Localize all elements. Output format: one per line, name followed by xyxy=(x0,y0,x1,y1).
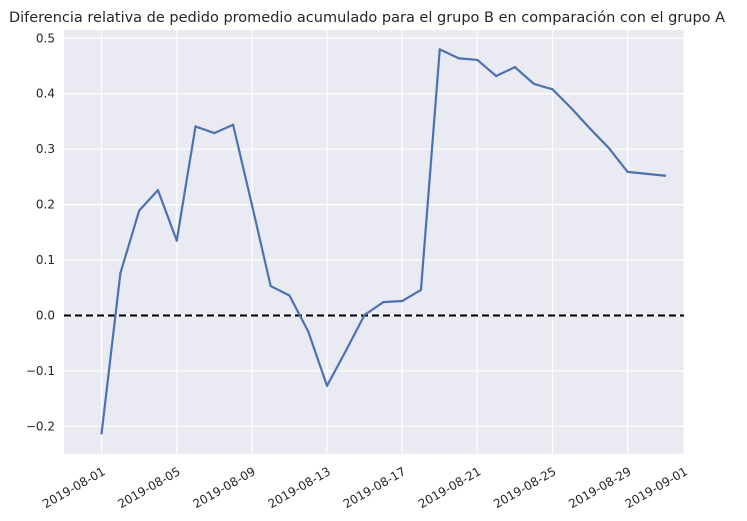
data-point xyxy=(401,299,404,303)
x-tick-label: 2019-08-21 xyxy=(416,464,483,511)
plot-area xyxy=(64,30,684,454)
data-point xyxy=(532,82,535,85)
data-point xyxy=(438,48,441,51)
y-tick-label: 0.0 xyxy=(36,308,55,322)
data-point xyxy=(175,239,178,242)
data-point xyxy=(382,301,385,304)
x-tick-label: 2019-08-29 xyxy=(566,464,633,511)
data-point xyxy=(307,330,310,333)
x-tick-label: 2019-08-09 xyxy=(190,464,257,511)
x-axis-tick-labels: 2019-08-01 2019-08-05 2019-08-09 2019-08-13… xyxy=(40,464,690,511)
series-line xyxy=(100,48,666,434)
data-point xyxy=(626,170,629,173)
series-group xyxy=(100,48,667,435)
data-point xyxy=(213,131,216,135)
x-tick-label: 2019-08-25 xyxy=(491,464,558,511)
y-tick-label: 0.2 xyxy=(36,198,55,212)
data-point xyxy=(607,146,610,150)
x-grid xyxy=(100,30,685,454)
data-point xyxy=(495,74,498,78)
y-tick-label: 0.3 xyxy=(36,142,55,156)
data-point xyxy=(419,288,423,292)
data-point xyxy=(156,189,160,192)
x-tick-label: 2019-08-13 xyxy=(266,464,333,511)
data-point xyxy=(363,313,366,316)
x-tick-label: 2019-08-01 xyxy=(40,464,107,511)
data-point xyxy=(269,284,272,288)
chart-title: Diferencia relativa de pedido promedio a… xyxy=(9,10,725,26)
x-tick-label: 2019-09-01 xyxy=(623,464,690,511)
data-point xyxy=(119,272,122,275)
x-tick-label: 2019-08-05 xyxy=(115,464,182,511)
y-axis-tick-labels: −0.2 −0.1 0.0 0.1 0.2 0.3 0.4 0.5 xyxy=(26,31,55,433)
data-point xyxy=(288,294,291,297)
x-tick-label: 2019-08-17 xyxy=(341,464,408,511)
data-point xyxy=(250,203,253,206)
y-tick-label: 0.5 xyxy=(36,31,55,45)
data-point xyxy=(231,123,235,126)
data-point xyxy=(570,107,573,110)
y-tick-label: −0.2 xyxy=(26,419,55,433)
data-point xyxy=(325,384,329,387)
data-point xyxy=(194,125,197,128)
data-point xyxy=(138,209,141,212)
data-point xyxy=(457,57,460,60)
data-point xyxy=(344,349,347,353)
data-point xyxy=(100,432,103,435)
data-point xyxy=(513,66,517,69)
data-point xyxy=(476,58,479,62)
y-tick-label: −0.1 xyxy=(26,364,55,378)
y-tick-label: 0.1 xyxy=(36,253,55,267)
y-tick-label: 0.4 xyxy=(36,87,55,101)
data-point xyxy=(664,174,667,177)
data-point xyxy=(588,127,592,130)
y-grid xyxy=(64,37,684,427)
data-point xyxy=(551,88,554,91)
